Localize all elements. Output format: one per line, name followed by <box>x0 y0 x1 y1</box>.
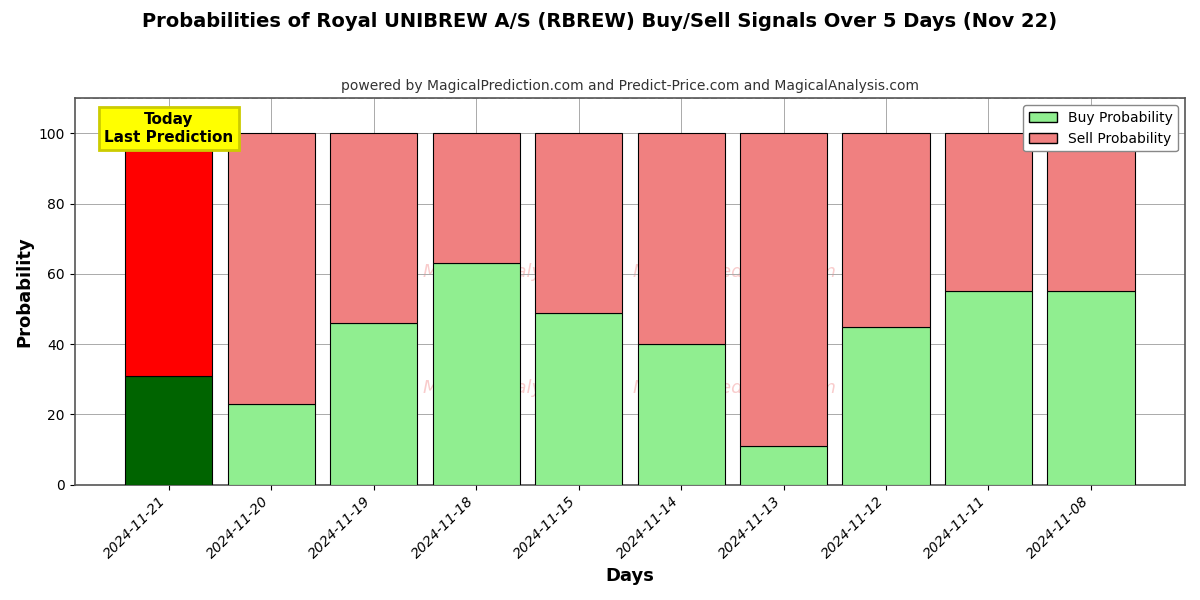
Text: MagicalAnalysis.com    MagicalPrediction.com: MagicalAnalysis.com MagicalPrediction.co… <box>424 263 836 281</box>
Bar <box>637 344 725 485</box>
Y-axis label: Probability: Probability <box>16 236 34 347</box>
Bar <box>740 446 827 485</box>
Bar <box>432 263 520 485</box>
Bar <box>330 133 418 323</box>
Bar <box>125 133 212 376</box>
X-axis label: Days: Days <box>605 567 654 585</box>
Bar <box>740 133 827 446</box>
Text: Today
Last Prediction: Today Last Prediction <box>104 112 233 145</box>
Bar <box>330 323 418 485</box>
Bar <box>842 133 930 326</box>
Bar <box>1048 292 1134 485</box>
Bar <box>842 326 930 485</box>
Bar <box>535 313 622 485</box>
Bar <box>535 133 622 313</box>
Title: powered by MagicalPrediction.com and Predict-Price.com and MagicalAnalysis.com: powered by MagicalPrediction.com and Pre… <box>341 79 919 93</box>
Bar <box>944 292 1032 485</box>
Bar <box>944 133 1032 292</box>
Text: Probabilities of Royal UNIBREW A/S (RBREW) Buy/Sell Signals Over 5 Days (Nov 22): Probabilities of Royal UNIBREW A/S (RBRE… <box>143 12 1057 31</box>
Legend: Buy Probability, Sell Probability: Buy Probability, Sell Probability <box>1024 105 1178 151</box>
Bar <box>1048 133 1134 292</box>
Bar <box>228 133 314 404</box>
Text: MagicalAnalysis.com    MagicalPrediction.com: MagicalAnalysis.com MagicalPrediction.co… <box>424 379 836 397</box>
Bar <box>637 133 725 344</box>
Bar <box>432 133 520 263</box>
Bar <box>228 404 314 485</box>
Bar <box>125 376 212 485</box>
